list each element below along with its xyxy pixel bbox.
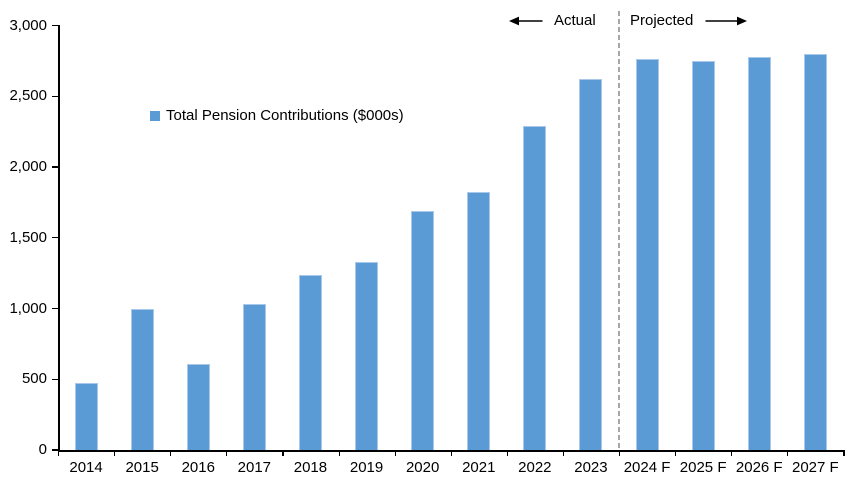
x-axis-tick	[450, 450, 452, 456]
bar-2024-f	[635, 59, 659, 450]
x-axis-label-2022: 2022	[518, 459, 552, 476]
bar-2015	[130, 308, 154, 450]
actual-label: Actual	[554, 12, 596, 29]
x-axis-label-2024-f: 2024 F	[623, 459, 671, 476]
x-axis-label-2015: 2015	[125, 459, 159, 476]
bar-2020	[411, 210, 435, 450]
y-axis-label-0: 0	[38, 441, 47, 458]
x-axis-label-2021: 2021	[462, 459, 496, 476]
x-axis-label-2016: 2016	[181, 459, 215, 476]
actual-annotation: Actual	[509, 12, 596, 30]
x-axis-tick	[394, 450, 396, 456]
y-axis-tick	[52, 166, 58, 168]
projected-annotation: Projected	[630, 12, 748, 30]
actual-projected-divider-line	[618, 11, 620, 450]
x-axis-label-2020: 2020	[405, 459, 440, 476]
x-axis-tick	[843, 450, 845, 456]
x-axis-label-2023: 2023	[574, 459, 608, 476]
x-axis-tick	[170, 450, 172, 456]
y-axis-label-1,500: 1,500	[9, 228, 47, 246]
left-arrow-icon	[509, 16, 543, 26]
bar-2023	[579, 79, 603, 450]
x-axis-label-2018: 2018	[293, 459, 328, 476]
bar-2025-f	[691, 60, 715, 450]
projected-label: Projected	[630, 12, 694, 29]
bar-2018	[298, 274, 322, 450]
x-axis-label-2025-f: 2025 F	[679, 459, 727, 476]
y-axis-line	[58, 25, 60, 451]
bar-2014	[74, 383, 98, 450]
y-axis-tick	[52, 24, 58, 27]
x-axis-tick	[506, 450, 508, 456]
x-axis-label-2014: 2014	[69, 459, 103, 476]
y-axis-tick	[52, 95, 58, 97]
bar-2026-f	[747, 56, 771, 450]
y-axis-label-3,000: 3,000	[9, 16, 47, 34]
x-axis-tick	[787, 450, 789, 456]
bar-2017	[242, 304, 266, 450]
legend-swatch-icon	[150, 111, 160, 121]
x-axis-label-2019: 2019	[349, 459, 384, 476]
x-axis-tick	[114, 450, 116, 456]
y-axis-label-2,500: 2,500	[9, 87, 47, 105]
bar-2022	[523, 125, 547, 450]
bar-2027-f	[803, 53, 827, 450]
bar-2021	[467, 192, 491, 450]
y-axis-label-500: 500	[21, 370, 47, 388]
y-axis-tick	[52, 378, 58, 380]
y-axis-tick	[52, 307, 58, 310]
x-axis-tick	[619, 450, 621, 456]
chart-legend: Total Pension Contributions ($000s)	[150, 107, 404, 125]
y-axis-label-1,000: 1,000	[9, 299, 47, 317]
x-axis-tick	[58, 450, 60, 456]
x-axis-tick	[338, 450, 340, 456]
legend-label: Total Pension Contributions ($000s)	[166, 107, 404, 124]
right-arrow-icon	[705, 16, 748, 26]
y-axis-tick	[52, 237, 58, 239]
y-axis-label-2,000: 2,000	[9, 158, 47, 175]
x-axis-tick	[562, 450, 565, 456]
x-axis-tick	[675, 450, 677, 456]
bar-2019	[355, 261, 379, 450]
x-axis-tick	[282, 450, 284, 456]
x-axis-tick	[731, 450, 733, 456]
x-axis-label-2027-f: 2027 F	[791, 459, 839, 476]
bar-2016	[186, 363, 210, 450]
x-axis-label-2026-f: 2026 F	[735, 459, 783, 476]
x-axis-label-2017: 2017	[237, 459, 272, 476]
x-axis-tick	[226, 450, 228, 456]
y-axis-tick	[52, 449, 58, 451]
